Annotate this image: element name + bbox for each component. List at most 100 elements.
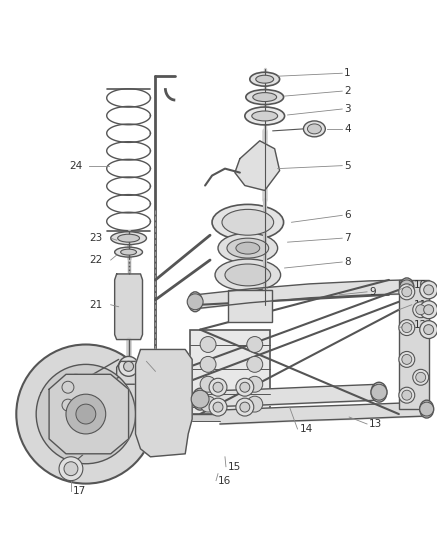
Ellipse shape: [111, 232, 146, 245]
Ellipse shape: [192, 388, 208, 410]
Text: 19: 19: [39, 392, 53, 402]
Text: 5: 5: [344, 160, 351, 171]
Circle shape: [67, 392, 85, 410]
Circle shape: [424, 285, 434, 295]
Ellipse shape: [307, 124, 321, 134]
Ellipse shape: [118, 234, 140, 242]
Circle shape: [416, 373, 426, 382]
Ellipse shape: [245, 107, 285, 125]
Circle shape: [119, 357, 138, 376]
Circle shape: [247, 376, 263, 392]
Bar: [190, 329, 270, 414]
Text: 12: 12: [414, 320, 427, 329]
Text: 18: 18: [39, 414, 53, 424]
Circle shape: [66, 394, 106, 434]
Text: 2: 2: [344, 86, 351, 96]
Circle shape: [236, 378, 254, 396]
Polygon shape: [117, 361, 141, 384]
Text: 15: 15: [228, 462, 241, 472]
Polygon shape: [115, 274, 142, 340]
Circle shape: [402, 287, 412, 297]
Circle shape: [399, 284, 415, 300]
Circle shape: [62, 399, 74, 411]
Ellipse shape: [222, 209, 274, 235]
Circle shape: [424, 325, 434, 335]
Ellipse shape: [120, 249, 137, 255]
Circle shape: [62, 381, 74, 393]
Circle shape: [371, 384, 387, 400]
Circle shape: [402, 354, 412, 365]
Text: 23: 23: [89, 233, 102, 243]
Ellipse shape: [246, 90, 283, 104]
Text: 3: 3: [344, 104, 351, 114]
Text: 24: 24: [69, 160, 82, 171]
Circle shape: [64, 462, 78, 475]
Circle shape: [200, 357, 216, 373]
Circle shape: [413, 302, 429, 318]
Circle shape: [247, 357, 263, 373]
Ellipse shape: [304, 121, 325, 137]
Circle shape: [402, 390, 412, 400]
Circle shape: [187, 294, 203, 310]
Text: 7: 7: [344, 233, 351, 243]
Circle shape: [124, 361, 134, 372]
Circle shape: [213, 382, 223, 392]
Polygon shape: [235, 141, 279, 190]
Circle shape: [56, 384, 116, 444]
Ellipse shape: [227, 238, 268, 258]
Circle shape: [209, 378, 227, 396]
Circle shape: [416, 305, 426, 314]
Text: 11: 11: [414, 300, 427, 310]
Ellipse shape: [250, 72, 279, 86]
Ellipse shape: [256, 75, 274, 83]
Circle shape: [213, 402, 223, 412]
Text: 9: 9: [369, 287, 376, 297]
Circle shape: [200, 336, 216, 352]
Circle shape: [200, 396, 216, 412]
Circle shape: [16, 344, 155, 483]
Circle shape: [59, 457, 83, 481]
Text: 21: 21: [89, 300, 102, 310]
Circle shape: [420, 402, 434, 416]
Circle shape: [209, 398, 227, 416]
Circle shape: [36, 365, 135, 464]
Circle shape: [240, 382, 250, 392]
Text: 6: 6: [344, 211, 351, 220]
Circle shape: [247, 336, 263, 352]
Ellipse shape: [400, 278, 414, 296]
Circle shape: [67, 374, 85, 392]
Text: 13: 13: [369, 419, 382, 429]
Ellipse shape: [420, 400, 434, 418]
Circle shape: [420, 321, 438, 338]
Text: 16: 16: [218, 475, 231, 486]
Text: 17: 17: [73, 486, 86, 496]
Text: 14: 14: [300, 424, 313, 434]
Circle shape: [420, 301, 438, 319]
Circle shape: [247, 396, 263, 412]
Polygon shape: [49, 374, 129, 454]
Text: 4: 4: [344, 124, 351, 134]
Bar: [399, 280, 429, 409]
Polygon shape: [135, 350, 192, 457]
Ellipse shape: [252, 111, 278, 121]
Text: 8: 8: [344, 257, 351, 267]
Circle shape: [200, 376, 216, 392]
Circle shape: [424, 305, 434, 314]
Circle shape: [402, 322, 412, 333]
Text: 22: 22: [89, 255, 102, 265]
Ellipse shape: [225, 264, 271, 286]
Ellipse shape: [115, 247, 142, 257]
Circle shape: [413, 369, 429, 385]
Circle shape: [76, 404, 96, 424]
Circle shape: [399, 387, 415, 403]
Ellipse shape: [236, 242, 260, 254]
Bar: [228, 290, 272, 321]
Ellipse shape: [215, 259, 281, 291]
Text: 10: 10: [414, 280, 427, 290]
Circle shape: [399, 320, 415, 336]
Circle shape: [236, 398, 254, 416]
Circle shape: [400, 280, 414, 294]
Text: 20: 20: [148, 357, 162, 366]
Circle shape: [420, 281, 438, 299]
Ellipse shape: [371, 382, 387, 402]
